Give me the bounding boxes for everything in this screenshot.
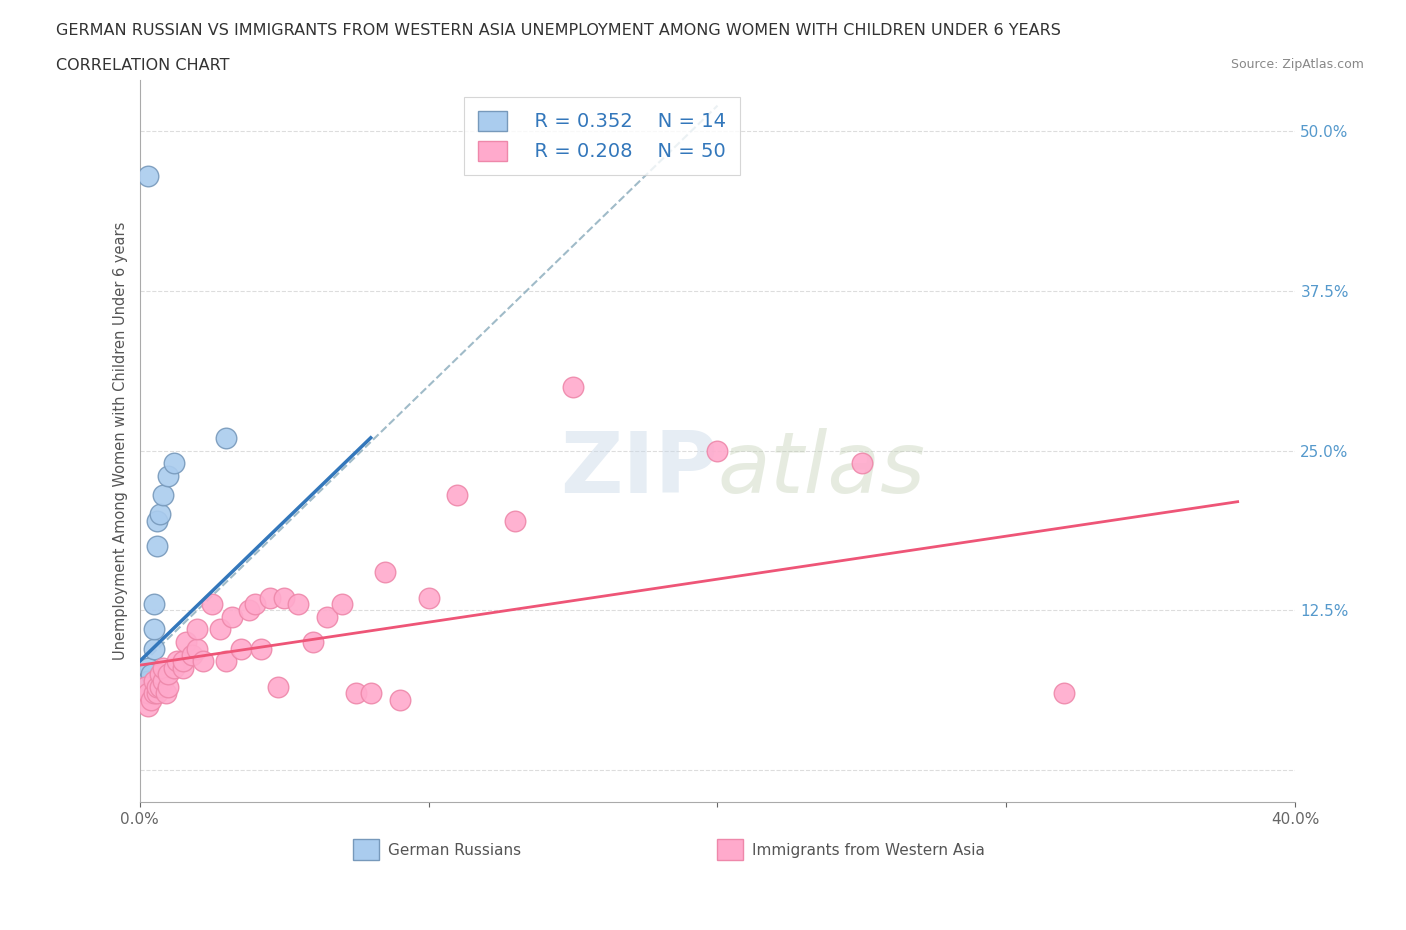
Point — [136, 686, 159, 701]
Text: Immigrants from Western Asia: Immigrants from Western Asia — [752, 843, 986, 857]
Point — [143, 673, 166, 688]
Point — [136, 660, 159, 675]
Point — [149, 507, 172, 522]
Point — [149, 680, 172, 695]
Text: Source: ZipAtlas.com: Source: ZipAtlas.com — [1230, 58, 1364, 71]
Point — [330, 596, 353, 611]
Point — [143, 686, 166, 701]
Point — [374, 565, 396, 579]
Point — [267, 680, 290, 695]
Point — [157, 469, 180, 484]
FancyBboxPatch shape — [717, 840, 742, 859]
Text: GERMAN RUSSIAN VS IMMIGRANTS FROM WESTERN ASIA UNEMPLOYMENT AMONG WOMEN WITH CHI: GERMAN RUSSIAN VS IMMIGRANTS FROM WESTER… — [56, 23, 1062, 38]
Point — [152, 673, 174, 688]
Point — [180, 647, 202, 662]
Point — [146, 513, 169, 528]
Point — [229, 641, 252, 656]
Point — [186, 641, 208, 656]
Point — [174, 635, 197, 650]
Point — [146, 680, 169, 695]
Point — [706, 444, 728, 458]
Point — [139, 692, 162, 707]
Point — [221, 609, 243, 624]
Point — [143, 622, 166, 637]
Point — [172, 654, 194, 669]
Legend:   R = 0.352    N = 14,   R = 0.208    N = 50: R = 0.352 N = 14, R = 0.208 N = 50 — [464, 97, 740, 175]
Point — [1053, 686, 1076, 701]
Point — [446, 488, 468, 503]
Text: CORRELATION CHART: CORRELATION CHART — [56, 58, 229, 73]
Point — [139, 667, 162, 682]
Point — [152, 660, 174, 675]
Point — [143, 596, 166, 611]
Text: atlas: atlas — [717, 429, 925, 512]
Point — [360, 686, 382, 701]
Point — [344, 686, 367, 701]
FancyBboxPatch shape — [353, 840, 378, 859]
Point — [238, 603, 260, 618]
Point — [172, 660, 194, 675]
Point — [250, 641, 273, 656]
Point — [157, 680, 180, 695]
Point — [146, 686, 169, 701]
Point — [163, 660, 186, 675]
Point — [149, 667, 172, 682]
Point — [143, 641, 166, 656]
Text: German Russians: German Russians — [388, 843, 522, 857]
Point — [259, 590, 281, 604]
Text: ZIP: ZIP — [560, 429, 717, 512]
Point — [191, 654, 214, 669]
Y-axis label: Unemployment Among Women with Children Under 6 years: Unemployment Among Women with Children U… — [114, 222, 128, 660]
Point — [155, 686, 177, 701]
Point — [136, 168, 159, 183]
Point — [243, 596, 266, 611]
Point — [316, 609, 339, 624]
Point — [503, 513, 526, 528]
Point — [157, 667, 180, 682]
Point — [215, 654, 238, 669]
Point — [136, 698, 159, 713]
Point — [273, 590, 295, 604]
Point — [134, 680, 156, 695]
Point — [388, 692, 411, 707]
Point — [287, 596, 309, 611]
Point — [186, 622, 208, 637]
Point — [215, 431, 238, 445]
Point — [136, 673, 159, 688]
Point — [851, 456, 873, 471]
Point — [163, 456, 186, 471]
Point — [146, 539, 169, 554]
Point — [302, 635, 325, 650]
Point — [562, 379, 585, 394]
Point — [166, 654, 188, 669]
Point — [209, 622, 232, 637]
Point — [152, 488, 174, 503]
Point — [201, 596, 224, 611]
Point — [418, 590, 440, 604]
